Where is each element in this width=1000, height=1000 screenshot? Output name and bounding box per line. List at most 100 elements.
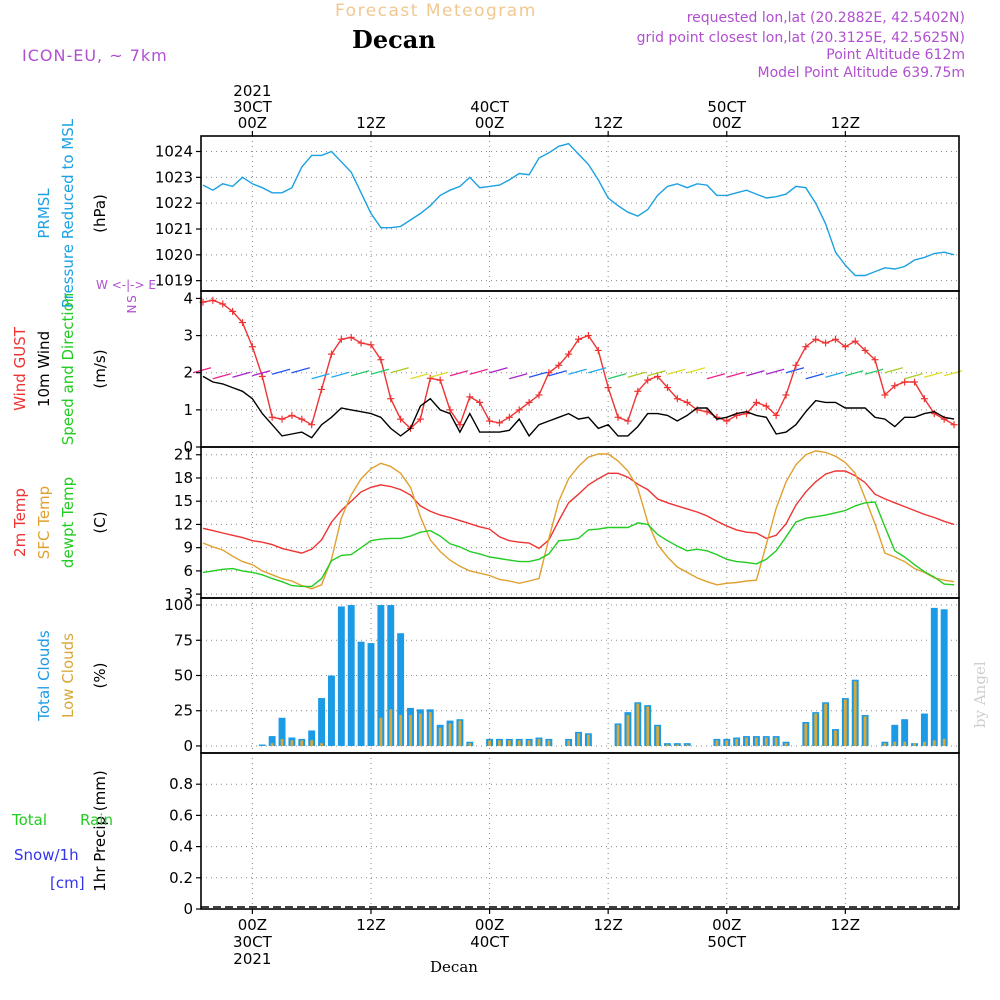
wind-arrow (291, 367, 310, 374)
total-cloud-bar (940, 609, 948, 746)
watermark: by Angel (971, 661, 989, 728)
series-line-temperature-0 (202, 470, 955, 554)
top-time-label: 12Z (356, 114, 385, 132)
bottom-time-label: 00Z (712, 916, 741, 934)
gust-point (584, 332, 592, 340)
low-cloud-bar (320, 743, 323, 746)
low-cloud-bar (824, 703, 827, 746)
bottom-time-label: 40CT (470, 933, 510, 951)
model-label: ICON-EU, ~ 7km (22, 46, 168, 65)
gust-point (644, 376, 652, 384)
gust-point (298, 415, 306, 423)
ytick-label-precip: 0.4 (169, 838, 193, 856)
ytick-label-pressure: 1024 (155, 143, 193, 161)
top-time-label: 40CT (470, 98, 510, 116)
ytick-label-pressure: 1021 (155, 220, 193, 238)
gust-point (782, 391, 790, 399)
top-time-label: 12Z (831, 114, 860, 132)
low-cloud-bar (517, 740, 521, 746)
model-point-altitude: Model Point Altitude 639.75m (758, 65, 965, 81)
gust-point (871, 356, 879, 364)
total-cloud-bar (891, 724, 899, 746)
wind-arrow (588, 367, 607, 374)
gust-point (792, 361, 800, 369)
ylabel-wind: Speed and Direction (59, 293, 77, 446)
gust-point (604, 384, 612, 392)
gust-point (891, 382, 899, 390)
gust-point (486, 417, 494, 425)
low-cloud-bar (616, 724, 620, 746)
gust-point (594, 346, 602, 354)
point-altitude: Point Altitude 612m (826, 47, 965, 63)
gust-point (841, 343, 849, 351)
gust-point (565, 350, 573, 358)
low-cloud-bar (547, 740, 551, 746)
gust-point (515, 406, 523, 414)
ytick-label-clouds: 75 (174, 631, 193, 649)
ylabel-temperature: 2m Temp (11, 488, 29, 557)
total-cloud-bar (357, 641, 365, 746)
ylabel-temperature: SFC Temp (35, 486, 53, 559)
low-cloud-bar (290, 740, 294, 746)
ytick-label-wind: 4 (183, 289, 193, 307)
low-cloud-bar (942, 738, 946, 746)
gust-point (278, 415, 286, 423)
wind-arrow (331, 371, 350, 378)
ytick-label-precip: 0.8 (169, 775, 193, 793)
low-cloud-bar (685, 744, 689, 746)
series-line-pressure-0 (202, 142, 955, 277)
gust-point (397, 415, 405, 423)
wind-arrow (805, 373, 824, 380)
precip-total-label: Total (11, 811, 47, 829)
ytick-label-temperature: 15 (174, 492, 193, 510)
bottom-time-label: 00Z (238, 916, 267, 934)
gust-point (387, 395, 395, 403)
precip-snow-label: Snow/1h (14, 846, 79, 864)
gust-point (901, 378, 909, 386)
ylabel-pressure: PRMSL (35, 188, 53, 239)
low-cloud-bar (853, 681, 857, 746)
gust-point (802, 343, 810, 351)
bottom-time-label: 50CT (707, 933, 747, 951)
gust-point (663, 384, 671, 392)
gust-point (367, 341, 375, 349)
low-cloud-bar (863, 716, 867, 746)
ylabel-clouds: Total Clouds (35, 630, 53, 722)
gust-point (911, 378, 919, 386)
low-cloud-bar (577, 733, 580, 746)
total-cloud-bar (397, 633, 405, 746)
low-cloud-bar (399, 714, 403, 746)
low-cloud-bar (903, 741, 907, 746)
low-cloud-bar (814, 713, 818, 746)
wind-arrow (667, 368, 686, 375)
top-time-label: 12Z (593, 114, 622, 132)
low-cloud-bar (626, 714, 630, 746)
gust-point (851, 337, 859, 345)
total-cloud-bar (337, 606, 345, 746)
total-cloud-bar (920, 713, 928, 746)
wind-arrow (864, 368, 884, 375)
compass-s: S (125, 295, 139, 303)
wind-arrow (845, 370, 864, 377)
low-cloud-bar (755, 737, 758, 746)
total-cloud-bar (930, 607, 938, 746)
low-cloud-bar (843, 699, 847, 746)
wind-arrow (726, 371, 745, 378)
gust-point (357, 339, 365, 347)
total-cloud-bar (318, 698, 326, 746)
top-time-label: 2021 (233, 82, 271, 100)
low-cloud-bar (883, 743, 887, 746)
low-cloud-bar (923, 741, 926, 746)
ylabel-clouds: (%) (91, 663, 109, 689)
wind-arrow (746, 370, 765, 377)
wind-arrow (350, 370, 370, 377)
gust-point (752, 398, 760, 406)
ytick-label-pressure: 1022 (155, 194, 193, 212)
ytick-label-temperature: 9 (183, 539, 193, 557)
gust-point (812, 335, 820, 343)
wind-arrow (192, 367, 212, 374)
low-cloud-bar (270, 743, 274, 746)
wind-arrow (627, 371, 646, 378)
low-cloud-bar (310, 740, 314, 746)
